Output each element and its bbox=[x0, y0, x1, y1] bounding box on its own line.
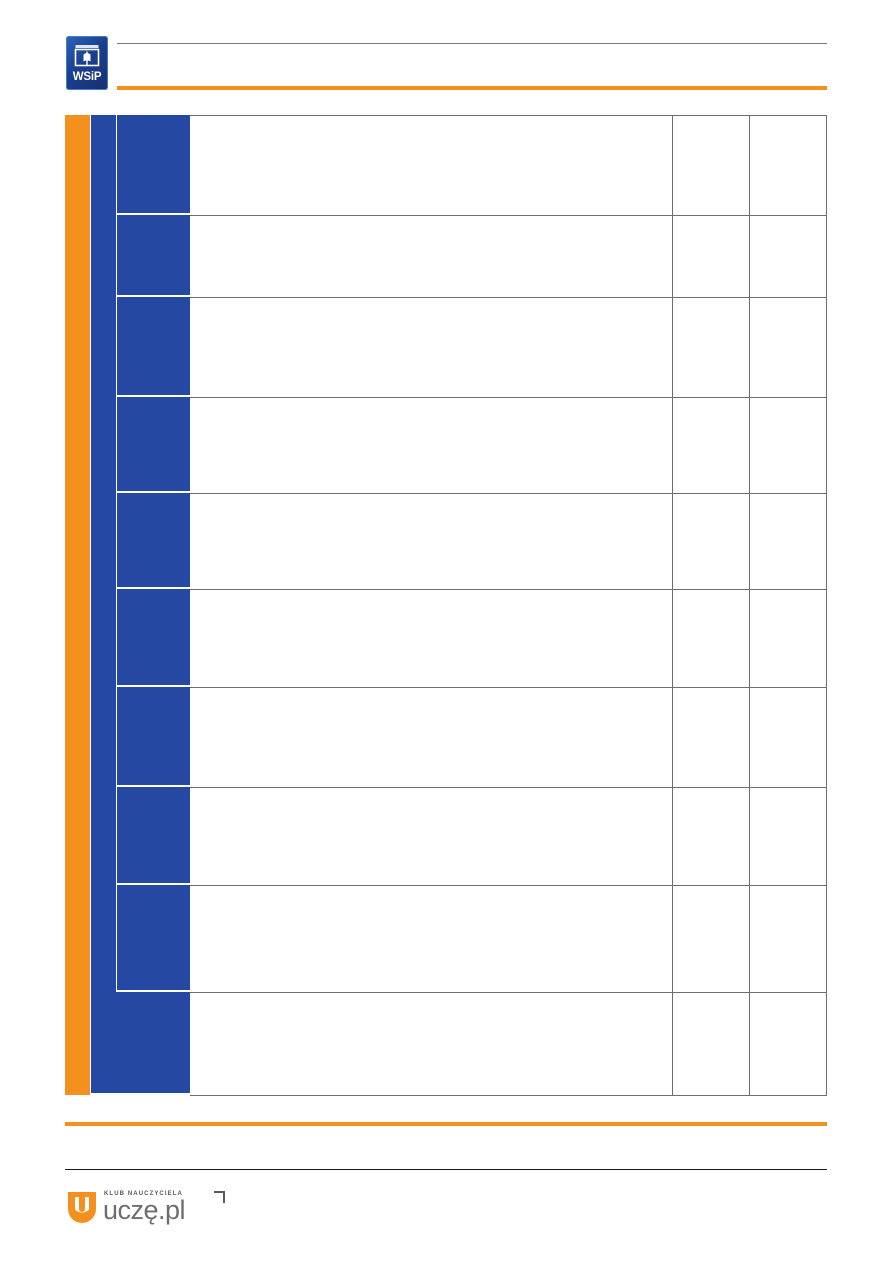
header-title bbox=[125, 50, 819, 82]
table-cell-content bbox=[190, 992, 673, 1095]
table-cell-column-5 bbox=[750, 297, 827, 397]
wsip-logo: WSiP bbox=[66, 36, 108, 90]
ucze-wordmark: uczę.pl bbox=[103, 1195, 186, 1225]
table-cell-column-5 bbox=[750, 215, 827, 297]
table-cell-column-5 bbox=[750, 687, 827, 787]
table-cell-content bbox=[190, 687, 673, 787]
table-cell-column-5 bbox=[750, 589, 827, 687]
table-cell-topic bbox=[117, 297, 190, 395]
table-cell-topic bbox=[91, 992, 190, 1093]
table-cell-topic bbox=[117, 397, 190, 491]
table-cell-content bbox=[190, 397, 673, 493]
table-cell-topic bbox=[117, 115, 190, 213]
table-row bbox=[65, 115, 827, 215]
table-section-bar-blue bbox=[91, 115, 116, 992]
wsip-wordmark: WSiP bbox=[72, 71, 102, 83]
table-row bbox=[65, 493, 827, 589]
table-cell-content bbox=[190, 297, 673, 397]
table-bottom-divider bbox=[190, 1095, 827, 1096]
table-row bbox=[65, 992, 827, 1095]
table-cell-column-5 bbox=[750, 115, 827, 215]
footer-divider bbox=[65, 1169, 827, 1170]
table-row bbox=[65, 885, 827, 992]
table-cell-column-5 bbox=[750, 992, 827, 1095]
table-cell-topic bbox=[117, 885, 190, 990]
ucze-pl-logo[interactable]: KLUB NAUCZYCIELA uczę.pl bbox=[66, 1188, 246, 1230]
table-cell-column-4 bbox=[673, 297, 750, 397]
table-cell-column-4 bbox=[673, 397, 750, 493]
ucze-bracket-icon bbox=[214, 1191, 225, 1203]
table-cell-column-4 bbox=[673, 992, 750, 1095]
header-accent-bar bbox=[117, 86, 827, 90]
table-cell-column-4 bbox=[673, 885, 750, 992]
table-cell-column-5 bbox=[750, 397, 827, 493]
u-shield-icon bbox=[66, 1190, 98, 1224]
table-cell-topic bbox=[117, 687, 190, 785]
table-cell-content bbox=[190, 115, 673, 215]
table-cell-content bbox=[190, 215, 673, 297]
ucze-kicker: KLUB NAUCZYCIELA bbox=[104, 1191, 183, 1197]
table-cell-column-4 bbox=[673, 115, 750, 215]
table-cell-column-4 bbox=[673, 493, 750, 589]
table-cell-content bbox=[190, 589, 673, 687]
table-row bbox=[65, 787, 827, 885]
table-cell-content bbox=[190, 885, 673, 992]
open-book-icon bbox=[74, 42, 100, 68]
table-cell-column-4 bbox=[673, 687, 750, 787]
table-row bbox=[65, 215, 827, 297]
table-cell-column-5 bbox=[750, 493, 827, 589]
table-cell-column-5 bbox=[750, 787, 827, 885]
table-cell-topic bbox=[117, 215, 190, 295]
table-body bbox=[65, 115, 827, 1095]
table-cell-topic bbox=[117, 787, 190, 883]
table-row bbox=[65, 589, 827, 687]
table-cell-column-4 bbox=[673, 589, 750, 687]
table-row bbox=[65, 687, 827, 787]
footer-accent-bar bbox=[65, 1122, 827, 1126]
table-cell-column-5 bbox=[750, 885, 827, 992]
table-cell-content bbox=[190, 787, 673, 885]
table-cell-topic bbox=[117, 493, 190, 587]
table-cell-topic bbox=[117, 589, 190, 685]
table-cell-content bbox=[190, 493, 673, 589]
header-divider bbox=[117, 43, 827, 44]
table-cell-column-4 bbox=[673, 787, 750, 885]
table-row bbox=[65, 397, 827, 493]
table-accent-bar-orange bbox=[65, 115, 90, 1095]
curriculum-table bbox=[65, 115, 827, 1096]
table-row bbox=[65, 297, 827, 397]
table-cell-column-4 bbox=[673, 215, 750, 297]
